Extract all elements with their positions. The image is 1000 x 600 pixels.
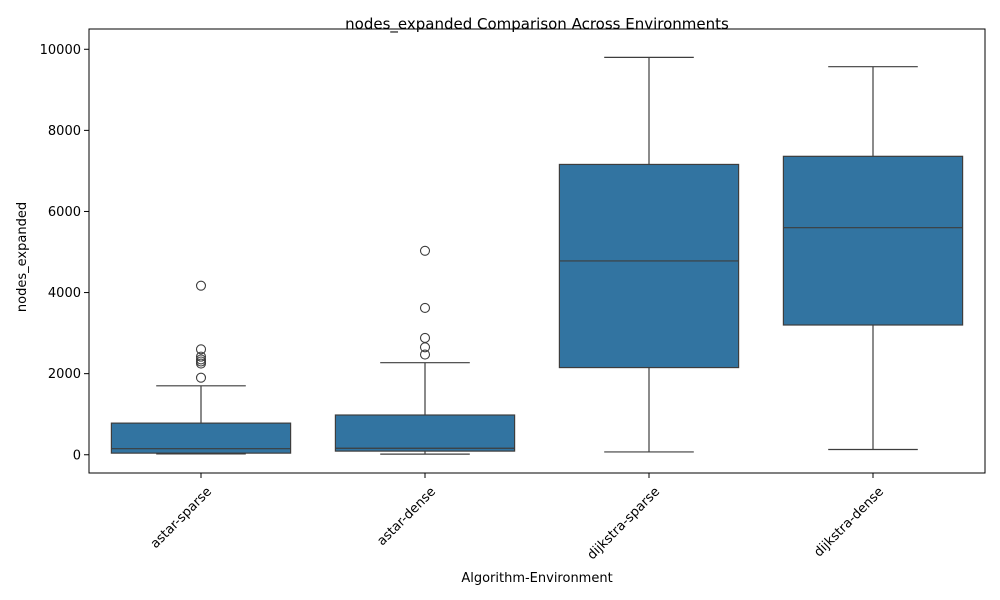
y-tick-label: 4000 [48,286,81,301]
box-iqr [334,414,516,452]
y-tick-label: 8000 [48,124,81,139]
box-group-astar-dense [334,245,516,455]
outlier-point [419,302,431,314]
y-tick-label: 10000 [40,43,81,58]
box-iqr [782,155,964,326]
x-tick-label: dijkstra-sparse [585,484,663,562]
y-tick-label: 0 [73,448,81,463]
outlier-point [419,332,431,344]
outlier-point [195,344,207,355]
y-tick-label: 6000 [48,205,81,220]
y-axis: 0 2000 4000 6000 8000 10000 [40,43,89,463]
x-axis: astar-sparse astar-dense dijkstra-sparse di… [148,473,887,563]
x-tick-label: dijkstra-dense [811,484,887,560]
box-group-dijkstra-sparse [558,56,740,453]
outlier-point [195,354,207,365]
outlier-point [419,245,431,256]
outlier-point [195,372,207,383]
plot-area [110,56,964,455]
outlier-point [195,351,207,362]
chart-title: nodes_expanded Comparison Across Environ… [345,15,729,34]
x-axis-title: Algorithm-Environment [461,571,612,586]
box-group-dijkstra-dense [782,66,964,451]
x-tick-label: astar-sparse [148,484,215,551]
box-iqr [558,163,740,369]
x-tick-label: astar-dense [375,484,440,549]
y-tick-label: 2000 [48,367,81,382]
outlier-point [195,280,207,291]
outlier-point [419,349,431,360]
box-group-astar-sparse [110,280,292,455]
y-axis-title: nodes_expanded [15,202,30,312]
plot-frame [88,28,986,474]
